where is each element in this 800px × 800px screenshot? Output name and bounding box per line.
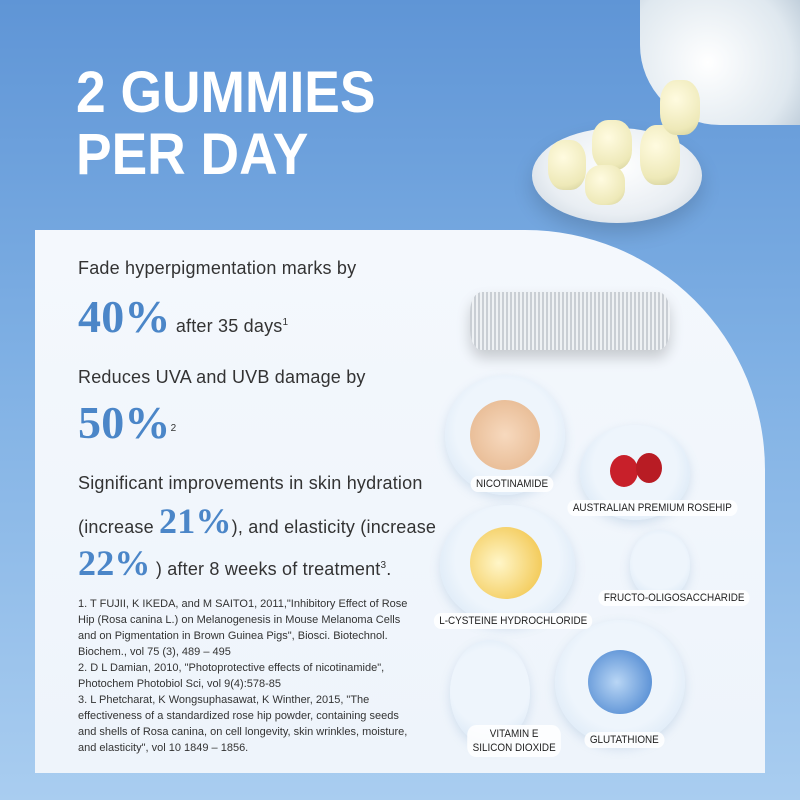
nicotinamide-bubble (445, 375, 565, 495)
ingredient-label: GLUTATHIONE (584, 732, 665, 748)
l-cysteine-bubble (440, 505, 575, 625)
claim-value: 22% (78, 543, 151, 583)
headline: 2 GUMMIES PER DAY (76, 60, 376, 187)
metal-lid-image (470, 292, 670, 350)
gummy-image (640, 125, 680, 185)
ingredient-label: L-CYSTEINE HYDROCHLORIDE (433, 613, 593, 629)
glutathione-bubble (555, 620, 685, 745)
claim-value: 40% (78, 291, 171, 342)
gummy-image (660, 80, 700, 135)
ingredient-label: AUSTRALIAN PREMIUM ROSEHIP (567, 500, 738, 516)
ingredient-label: FRUCTO-OLIGOSACCHARIDE (598, 590, 750, 606)
claim-value: 21% (159, 501, 232, 541)
ingredient-label: NICOTINAMIDE (470, 476, 554, 492)
gummy-image (585, 165, 625, 205)
ingredient-label: VITAMIN E SILICON DIOXIDE (467, 725, 562, 757)
gummy-image (592, 120, 632, 170)
fructo-oligosaccharide-bubble (630, 530, 690, 600)
claim-text: Significant improvements in skin hydrati… (78, 473, 423, 493)
gummy-image (548, 140, 586, 190)
claim-text: Reduces UVA and UVB damage by (78, 367, 366, 387)
claim-text: Fade hyperpigmentation marks by (78, 258, 357, 278)
references: 1. T FUJII, K IKEDA, and M SAITO1, 2011,… (78, 598, 408, 754)
claim-value: 50% (78, 397, 171, 448)
